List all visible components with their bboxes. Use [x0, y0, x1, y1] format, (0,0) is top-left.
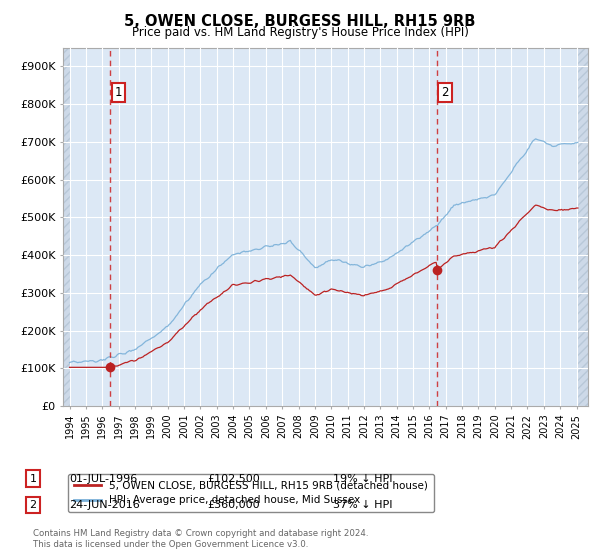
Text: 2: 2	[29, 500, 37, 510]
Text: 24-JUN-2016: 24-JUN-2016	[69, 500, 140, 510]
Text: 1: 1	[115, 86, 122, 99]
Text: 19% ↓ HPI: 19% ↓ HPI	[333, 474, 392, 484]
Text: £102,500: £102,500	[207, 474, 260, 484]
Bar	[577, 48, 588, 406]
Bar	[63, 48, 70, 406]
Text: Price paid vs. HM Land Registry's House Price Index (HPI): Price paid vs. HM Land Registry's House …	[131, 26, 469, 39]
Text: £360,000: £360,000	[207, 500, 260, 510]
Text: 37% ↓ HPI: 37% ↓ HPI	[333, 500, 392, 510]
Text: 01-JUL-1996: 01-JUL-1996	[69, 474, 137, 484]
Text: 2: 2	[441, 86, 449, 99]
Text: Contains HM Land Registry data © Crown copyright and database right 2024.
This d: Contains HM Land Registry data © Crown c…	[33, 529, 368, 549]
Legend: 5, OWEN CLOSE, BURGESS HILL, RH15 9RB (detached house), HPI: Average price, deta: 5, OWEN CLOSE, BURGESS HILL, RH15 9RB (d…	[68, 474, 434, 512]
Text: 1: 1	[29, 474, 37, 484]
Text: 5, OWEN CLOSE, BURGESS HILL, RH15 9RB: 5, OWEN CLOSE, BURGESS HILL, RH15 9RB	[124, 14, 476, 29]
